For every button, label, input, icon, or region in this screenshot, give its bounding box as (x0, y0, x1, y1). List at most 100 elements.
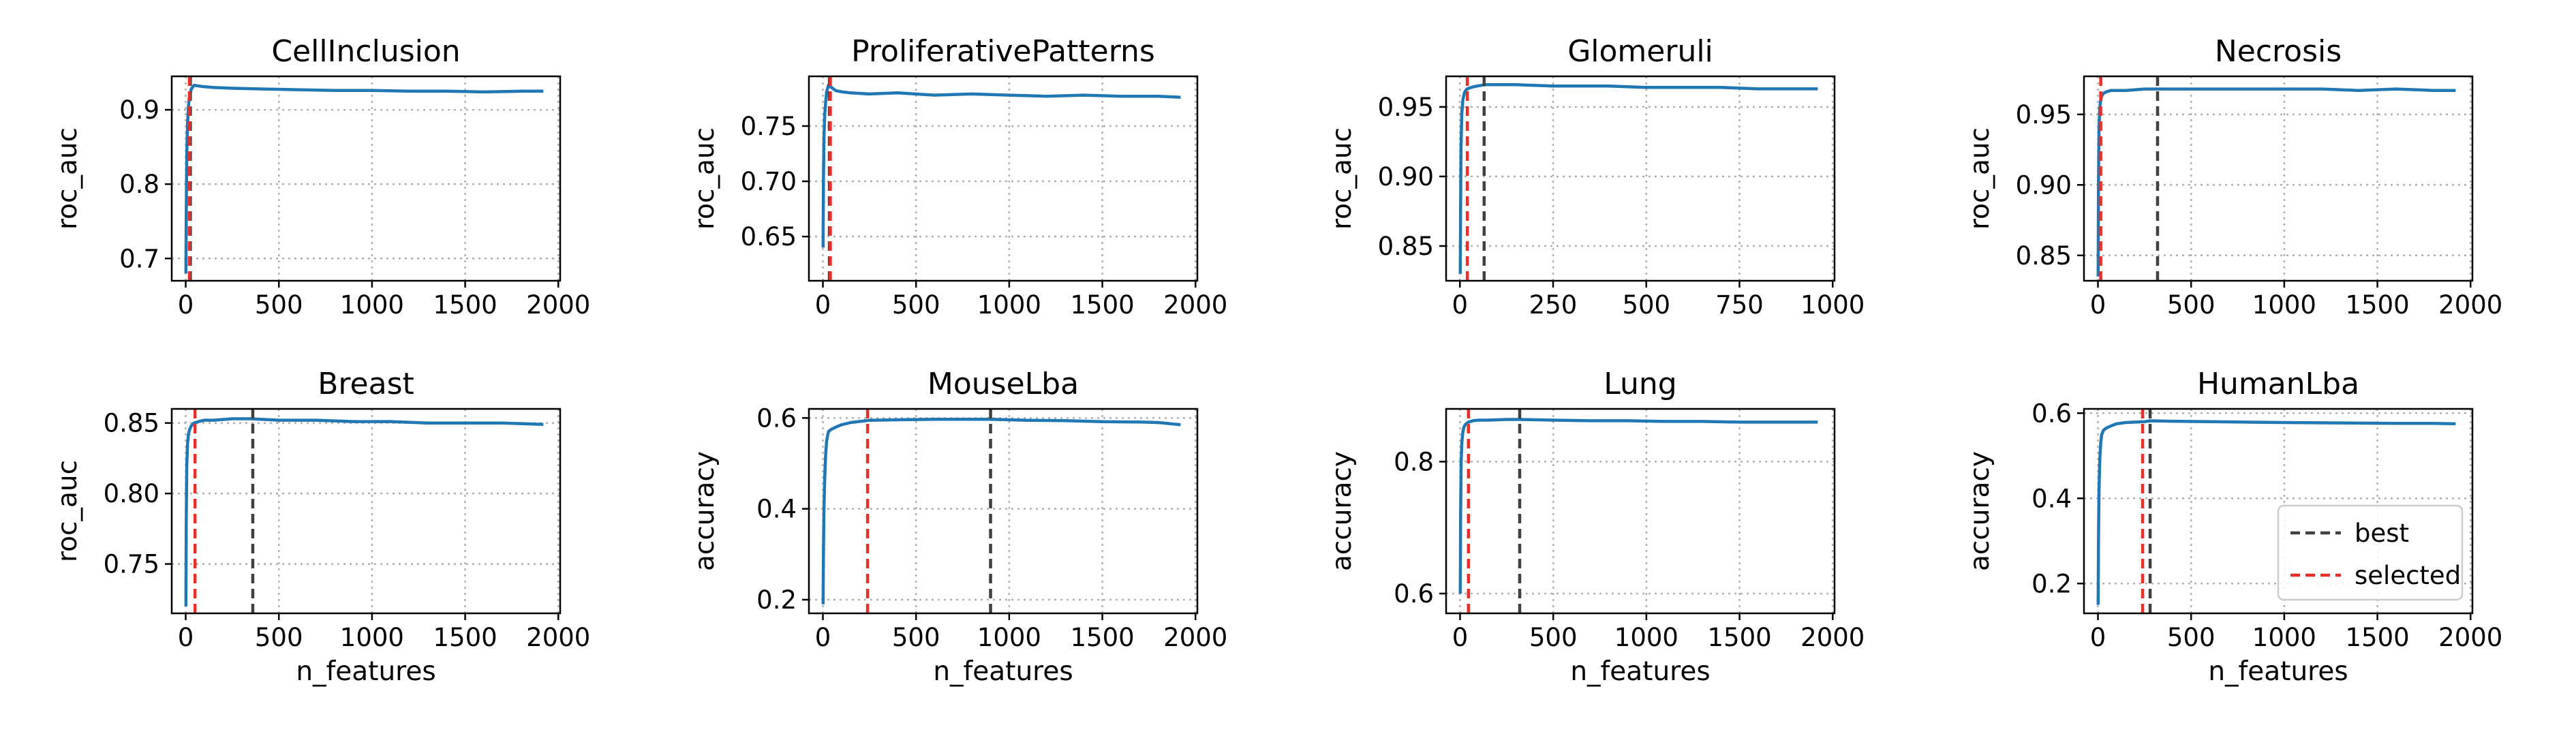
x-tick-label: 2000 (1163, 623, 1227, 652)
x-tick-label: 500 (255, 623, 303, 652)
x-tick-label: 500 (1622, 290, 1670, 320)
x-axis-label: n_features (1570, 656, 1710, 687)
plot-frame (2083, 408, 2474, 615)
x-tick-label: 1000 (2252, 290, 2316, 320)
x-tick-label: 1500 (1070, 623, 1134, 652)
x-tick-label: 750 (1715, 290, 1764, 320)
y-tick-label: 0.90 (1378, 162, 1434, 191)
x-tick-label: 1000 (2252, 623, 2316, 652)
x-tick-label: 2000 (1800, 623, 1865, 652)
x-tick-label: 0 (815, 623, 831, 652)
y-tick-label: 0.4 (2031, 484, 2072, 513)
y-axis-label: roc_auc (1965, 127, 1995, 230)
x-tick-label: 500 (255, 290, 303, 320)
x-tick-label: 0 (2090, 623, 2106, 652)
y-tick-label: 0.65 (741, 222, 797, 251)
subplot-title: Lung (1604, 367, 1676, 401)
series-line (2096, 87, 2456, 277)
x-tick-label: 0 (2090, 290, 2106, 320)
subplot-title: HumanLba (2197, 367, 2359, 401)
subplot-title: Necrosis (2215, 34, 2342, 69)
series-line (2096, 419, 2456, 605)
x-tick-label: 500 (892, 290, 940, 320)
x-tick-label: 500 (2167, 623, 2215, 652)
x-tick-label: 500 (892, 623, 940, 652)
series-line (184, 83, 544, 274)
x-tick-label: 1500 (1707, 623, 1771, 652)
x-tick-label: 1000 (1614, 623, 1678, 652)
y-tick-label: 0.7 (119, 244, 159, 273)
y-tick-label: 0.4 (756, 495, 797, 524)
y-tick-label: 0.2 (2031, 569, 2072, 598)
x-tick-label: 0 (1452, 290, 1468, 320)
x-tick-label: 0 (178, 290, 194, 320)
subplot-title: CellInclusion (271, 34, 460, 69)
y-tick-label: 0.95 (2016, 100, 2072, 129)
series-line (1458, 82, 1818, 274)
subplot-title: MouseLba (927, 367, 1079, 401)
x-tick-label: 1500 (433, 623, 497, 652)
x-tick-label: 1000 (977, 290, 1041, 320)
series-line (821, 418, 1181, 604)
subplot-cellinclusion: 0 500 1000 1500 2000 0.7 0.8 0.9 CellInclusion ro… (52, 34, 590, 320)
x-tick-label: 1000 (340, 623, 404, 652)
x-tick-label: 0 (178, 623, 194, 652)
y-tick-label: 0.85 (2016, 241, 2072, 271)
x-tick-label: 0 (1452, 623, 1469, 652)
x-axis-label: n_features (2208, 656, 2348, 687)
subplot-humanlba: 0 500 1000 1500 2000 0.2 0.4 0.6 HumanLba accurac… (1965, 367, 2502, 687)
x-tick-label: 0 (815, 290, 831, 320)
y-tick-label: 0.90 (2016, 170, 2072, 200)
subplot-proliferativepatterns: 0 500 1000 1500 2000 0.65 0.70 0.75 Proliferativ… (690, 34, 1227, 320)
x-tick-label: 500 (1529, 623, 1578, 652)
y-tick-label: 0.85 (104, 409, 159, 438)
plot-frame (1445, 75, 1836, 282)
x-axis-label: n_features (933, 656, 1073, 687)
subplot-mouselba: 0 500 1000 1500 2000 0.2 0.4 0.6 MouseLba accurac… (690, 367, 1227, 687)
series-line (821, 83, 1181, 248)
y-tick-label: 0.9 (119, 95, 159, 125)
y-tick-label: 0.6 (2031, 399, 2072, 428)
x-tick-label: 2000 (1163, 290, 1227, 320)
plot-frame (808, 75, 1199, 282)
legend-label-best: best (2355, 519, 2409, 548)
x-tick-label: 1500 (433, 290, 497, 320)
y-tick-label: 0.75 (104, 550, 159, 579)
y-tick-label: 0.6 (756, 403, 797, 433)
y-tick-label: 0.95 (1378, 93, 1434, 122)
x-tick-label: 1000 (1800, 290, 1865, 320)
y-tick-label: 0.8 (119, 170, 159, 199)
y-tick-label: 0.85 (1378, 232, 1434, 261)
plot-frame (808, 408, 1199, 615)
series-line (1458, 418, 1818, 594)
x-tick-label: 250 (1529, 290, 1578, 320)
x-tick-label: 500 (2167, 290, 2215, 320)
x-tick-label: 2000 (526, 290, 590, 320)
x-tick-label: 1500 (2345, 623, 2409, 652)
x-tick-label: 1000 (340, 290, 404, 320)
x-tick-label: 1500 (1070, 290, 1134, 320)
y-axis-label: roc_auc (52, 127, 83, 230)
y-axis-label: accuracy (1327, 451, 1358, 571)
x-axis-label: n_features (296, 656, 435, 687)
x-tick-label: 2000 (526, 623, 590, 652)
subplot-glomeruli: 0 250 500 750 1000 0.85 0.90 0.95 Glomeruli roc_a… (1327, 34, 1865, 320)
plot-frame (2083, 75, 2474, 282)
y-tick-label: 0.2 (756, 585, 797, 615)
y-axis-label: roc_auc (52, 460, 83, 562)
x-tick-label: 2000 (2438, 623, 2502, 652)
y-tick-label: 0.8 (1394, 447, 1434, 476)
subplot-necrosis: 0 500 1000 1500 2000 0.85 0.90 0.95 Necrosis roc_… (1965, 34, 2502, 320)
legend-label-selected: selected (2355, 561, 2461, 590)
plot-frame (170, 408, 562, 615)
y-tick-label: 0.75 (741, 112, 797, 141)
y-axis-label: roc_auc (1327, 127, 1358, 230)
x-tick-label: 2000 (2438, 290, 2502, 320)
y-axis-label: accuracy (690, 451, 720, 571)
subplot-lung: 0 500 1000 1500 2000 0.6 0.8 Lung accuracy n_feat… (1327, 367, 1865, 687)
x-tick-label: 1000 (977, 623, 1041, 652)
series-line (184, 417, 544, 607)
y-tick-label: 0.6 (1394, 579, 1434, 609)
y-tick-label: 0.80 (104, 479, 159, 508)
